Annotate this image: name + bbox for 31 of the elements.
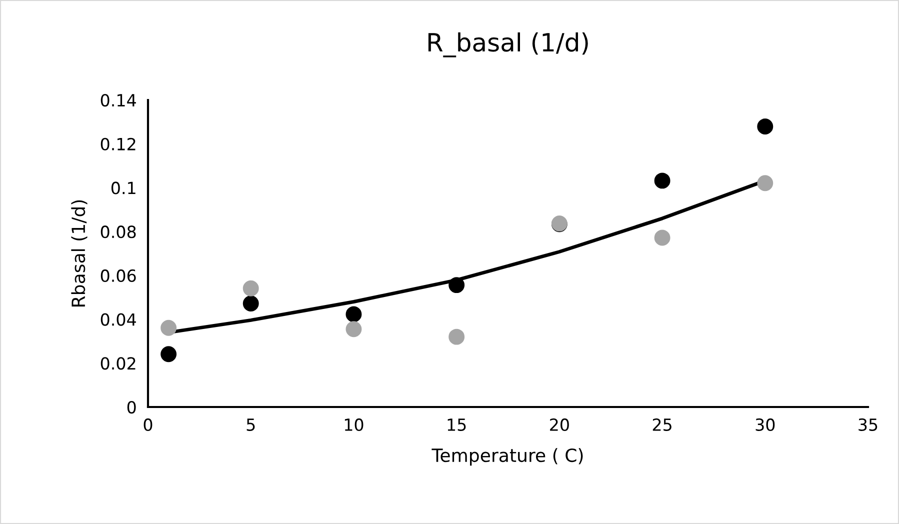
y-tick-label: 0 <box>127 400 136 414</box>
chart-title: R_basal (1/d) <box>428 32 588 58</box>
y-axis-title: Rbasal (1/d) <box>71 200 88 306</box>
x-tick-label: 0 <box>144 418 152 432</box>
y-tick-label: 0.08 <box>100 226 136 238</box>
point <box>160 346 177 362</box>
point <box>654 172 670 189</box>
y-tick-label: 0.12 <box>100 138 136 150</box>
x-tick-label: 20 <box>550 418 569 432</box>
point <box>654 230 670 246</box>
point <box>346 321 362 338</box>
point <box>757 175 774 192</box>
y-tick-label: 0.1 <box>111 182 136 194</box>
x-tick-label: 5 <box>246 418 255 432</box>
y-tick-label: 0.04 <box>100 313 136 326</box>
point <box>757 118 774 135</box>
y-tick-label: 0.14 <box>100 94 136 107</box>
x-tick-label: 10 <box>344 418 364 432</box>
point <box>242 280 259 296</box>
point <box>448 328 465 345</box>
x-tick-label: 25 <box>652 418 672 432</box>
point <box>242 296 259 312</box>
x-axis-title: Temperature ( C) <box>432 448 583 466</box>
y-tick-label: 0.02 <box>100 357 136 370</box>
point <box>160 320 177 336</box>
x-tick-label: 30 <box>756 418 775 432</box>
point <box>448 277 465 294</box>
x-tick-label: 15 <box>448 418 466 432</box>
point <box>346 306 362 322</box>
y-tick-label: 0.06 <box>100 269 136 282</box>
x-tick-label: 35 <box>858 418 878 432</box>
